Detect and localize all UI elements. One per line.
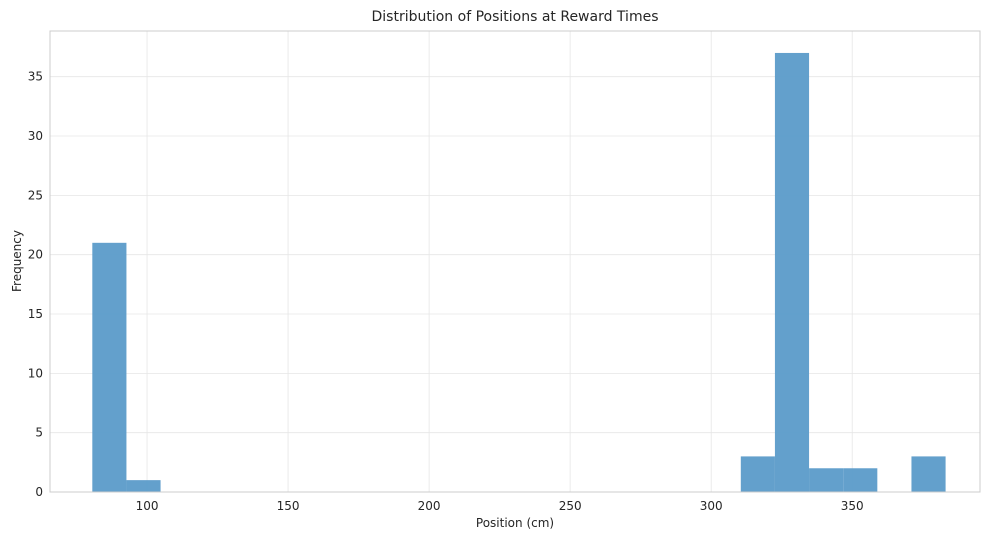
x-tick-label-4: 300 <box>700 499 723 513</box>
x-tick-label-1: 150 <box>277 499 300 513</box>
y-tick-label-6: 30 <box>28 129 43 143</box>
y-tick-label-7: 35 <box>28 70 43 84</box>
y-tick-label-2: 10 <box>28 366 43 380</box>
plot-frame <box>49 30 981 493</box>
histogram-bar-19 <box>740 456 775 492</box>
histogram-bar-21 <box>809 468 844 492</box>
x-axis-ticks: 100 150 200 250 300 350 <box>136 499 864 513</box>
y-axis-ticks: 0 5 10 15 20 25 30 35 <box>28 70 43 499</box>
x-tick-label-2: 200 <box>418 499 441 513</box>
x-axis-label: Position (cm) <box>476 516 554 530</box>
x-tick-label-5: 350 <box>841 499 864 513</box>
y-tick-label-0: 0 <box>35 485 43 499</box>
histogram-bars <box>92 52 946 492</box>
x-tick-label-0: 100 <box>136 499 159 513</box>
y-axis-label: Frequency <box>10 230 24 292</box>
histogram-bar-22 <box>843 468 878 492</box>
y-tick-label-5: 25 <box>28 188 43 202</box>
y-tick-label-3: 15 <box>28 307 43 321</box>
y-tick-label-4: 20 <box>28 248 43 262</box>
histogram-bar-20 <box>774 52 810 492</box>
histogram-bar-24 <box>911 456 946 492</box>
histogram-bar-1 <box>126 480 161 492</box>
y-tick-label-1: 5 <box>35 426 43 440</box>
x-tick-label-3: 250 <box>559 499 582 513</box>
chart-title: Distribution of Positions at Reward Time… <box>372 9 659 25</box>
histogram-bar-0 <box>92 242 127 492</box>
grid-lines <box>50 31 980 493</box>
